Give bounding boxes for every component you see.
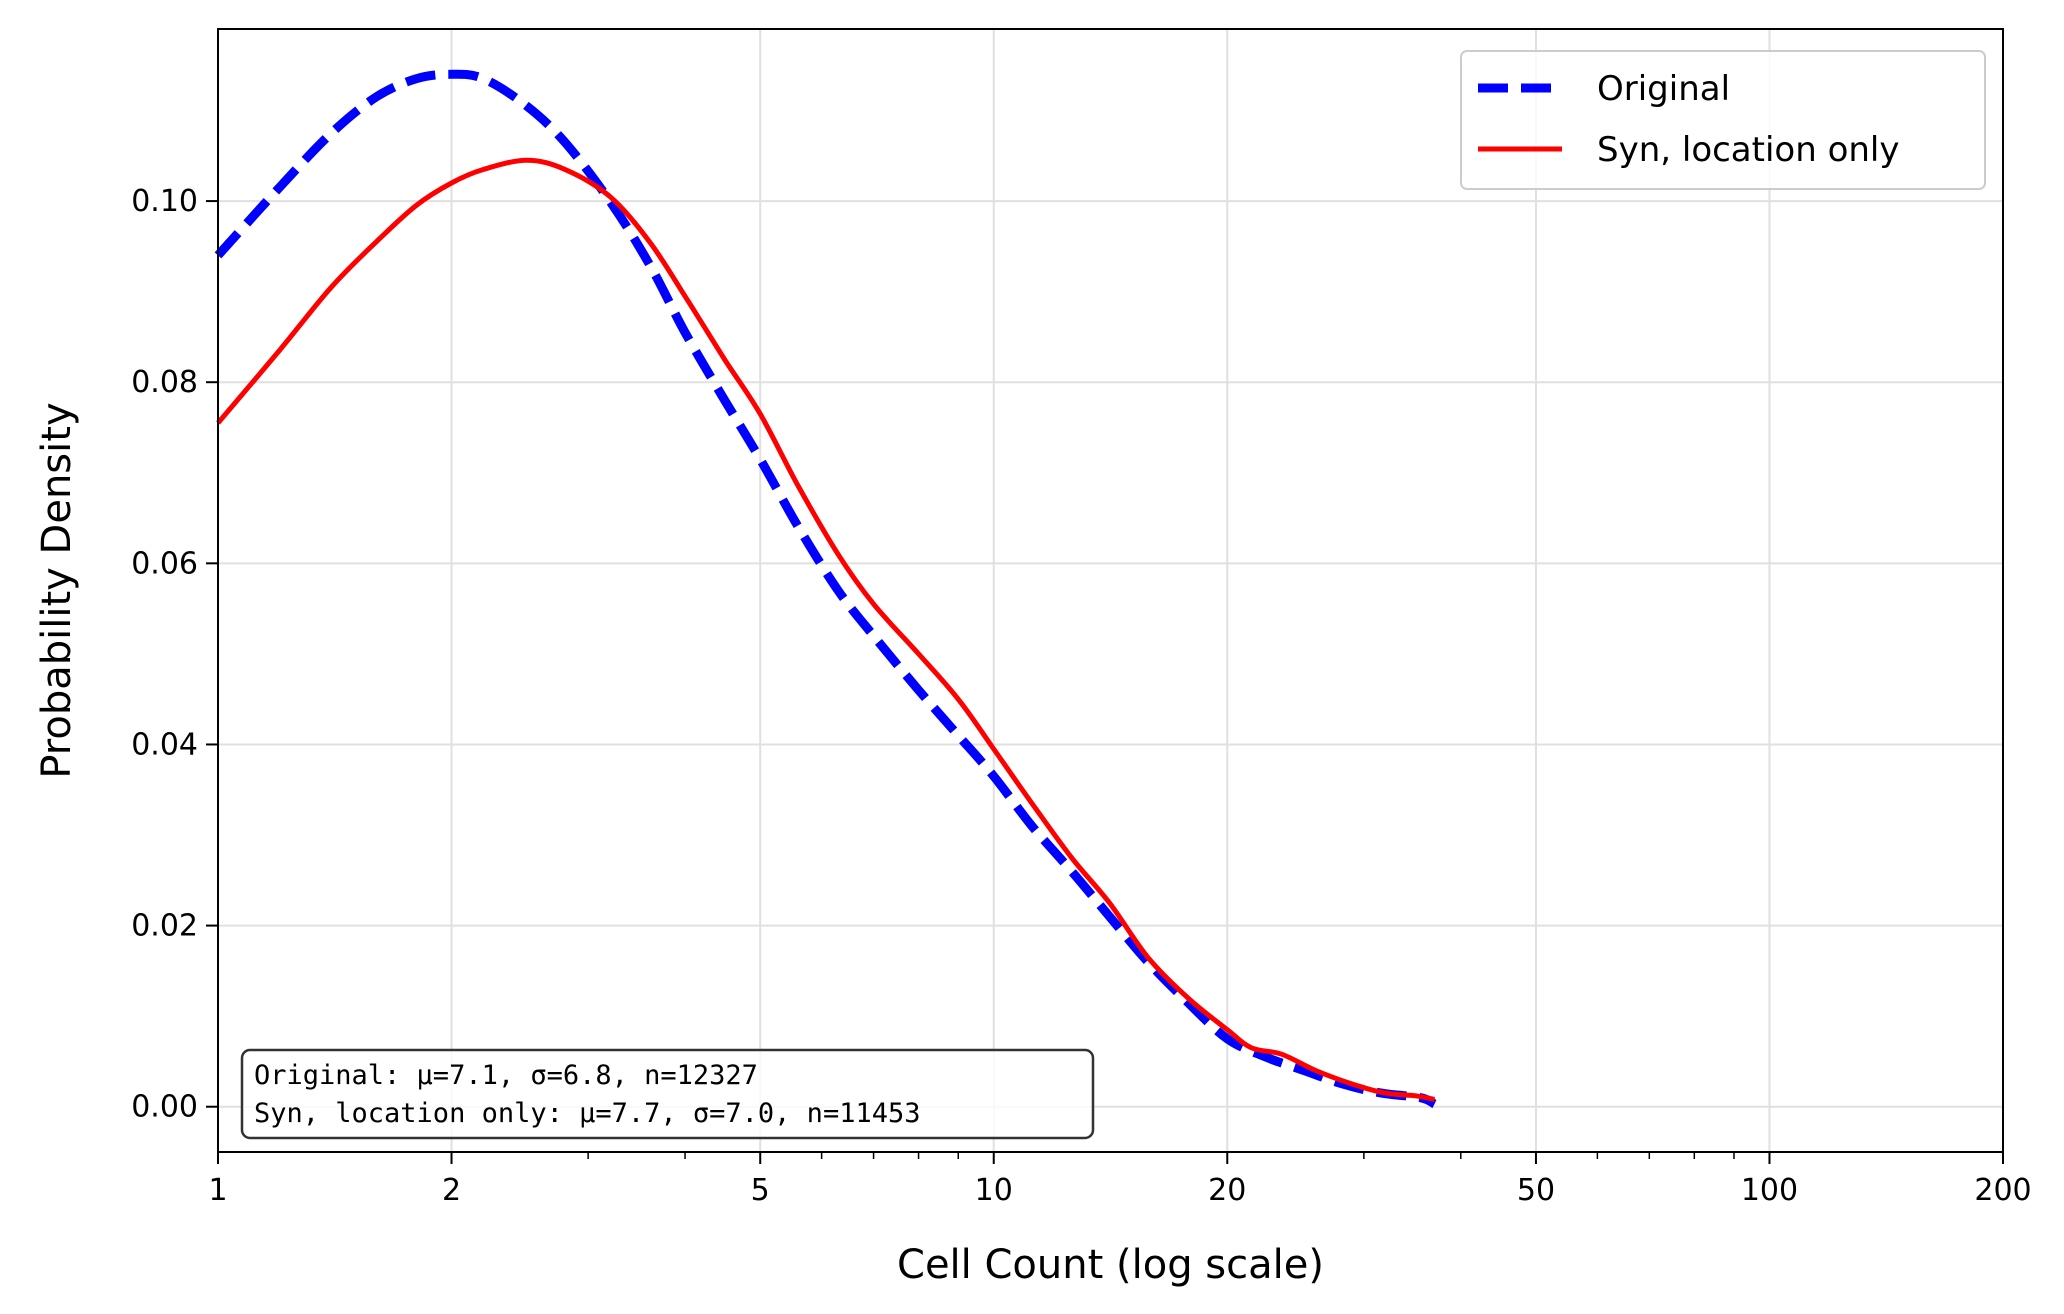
y-tick-label: 0.04 xyxy=(131,727,198,762)
y-tick-label: 0.10 xyxy=(131,184,198,219)
stats-annotation: Original: μ=7.1, σ=6.8, n=12327 Syn, loc… xyxy=(240,1048,1095,1140)
series-line-1 xyxy=(216,157,1436,1102)
plot-area-frame xyxy=(217,28,2004,1153)
legend-label-original: Original xyxy=(1597,69,1730,109)
stats-line-syn-location-only: Syn, location only: μ=7.7, σ=7.0, n=1145… xyxy=(254,1098,920,1129)
y-tick-label: 0.00 xyxy=(131,1090,198,1125)
x-tick-label: 200 xyxy=(1974,1173,2031,1208)
y-tick-label: 0.06 xyxy=(131,546,198,581)
x-axis-title: Cell Count (log scale) xyxy=(897,1242,1324,1288)
y-axis-title: Probability Density xyxy=(34,402,80,778)
stats-box xyxy=(240,1048,1095,1140)
x-tick-label: 100 xyxy=(1741,1173,1798,1208)
x-tick-label: 2 xyxy=(442,1173,461,1208)
y-tick-label: 0.02 xyxy=(131,909,198,944)
x-tick-label: 5 xyxy=(751,1173,770,1208)
x-tick-label: 20 xyxy=(1208,1173,1246,1208)
legend: Original Syn, location only xyxy=(1460,50,1986,190)
legend-box xyxy=(1460,50,1986,190)
series-line-0 xyxy=(214,69,1437,1109)
stats-line-original: Original: μ=7.1, σ=6.8, n=12327 xyxy=(254,1060,758,1091)
legend-label-syn-location-only: Syn, location only xyxy=(1597,130,1900,170)
x-tick-label: 1 xyxy=(208,1173,227,1208)
x-axis-ticks: 1 2 5 10 20 50 100 200 xyxy=(208,1152,2032,1208)
y-tick-label: 0.08 xyxy=(131,365,198,400)
x-tick-label: 50 xyxy=(1517,1173,1555,1208)
y-axis-ticks: 0.00 0.02 0.04 0.06 0.08 0.10 xyxy=(131,184,218,1125)
grid-lines xyxy=(217,29,2004,1152)
series-layer xyxy=(214,69,1437,1109)
x-tick-label: 10 xyxy=(975,1173,1013,1208)
